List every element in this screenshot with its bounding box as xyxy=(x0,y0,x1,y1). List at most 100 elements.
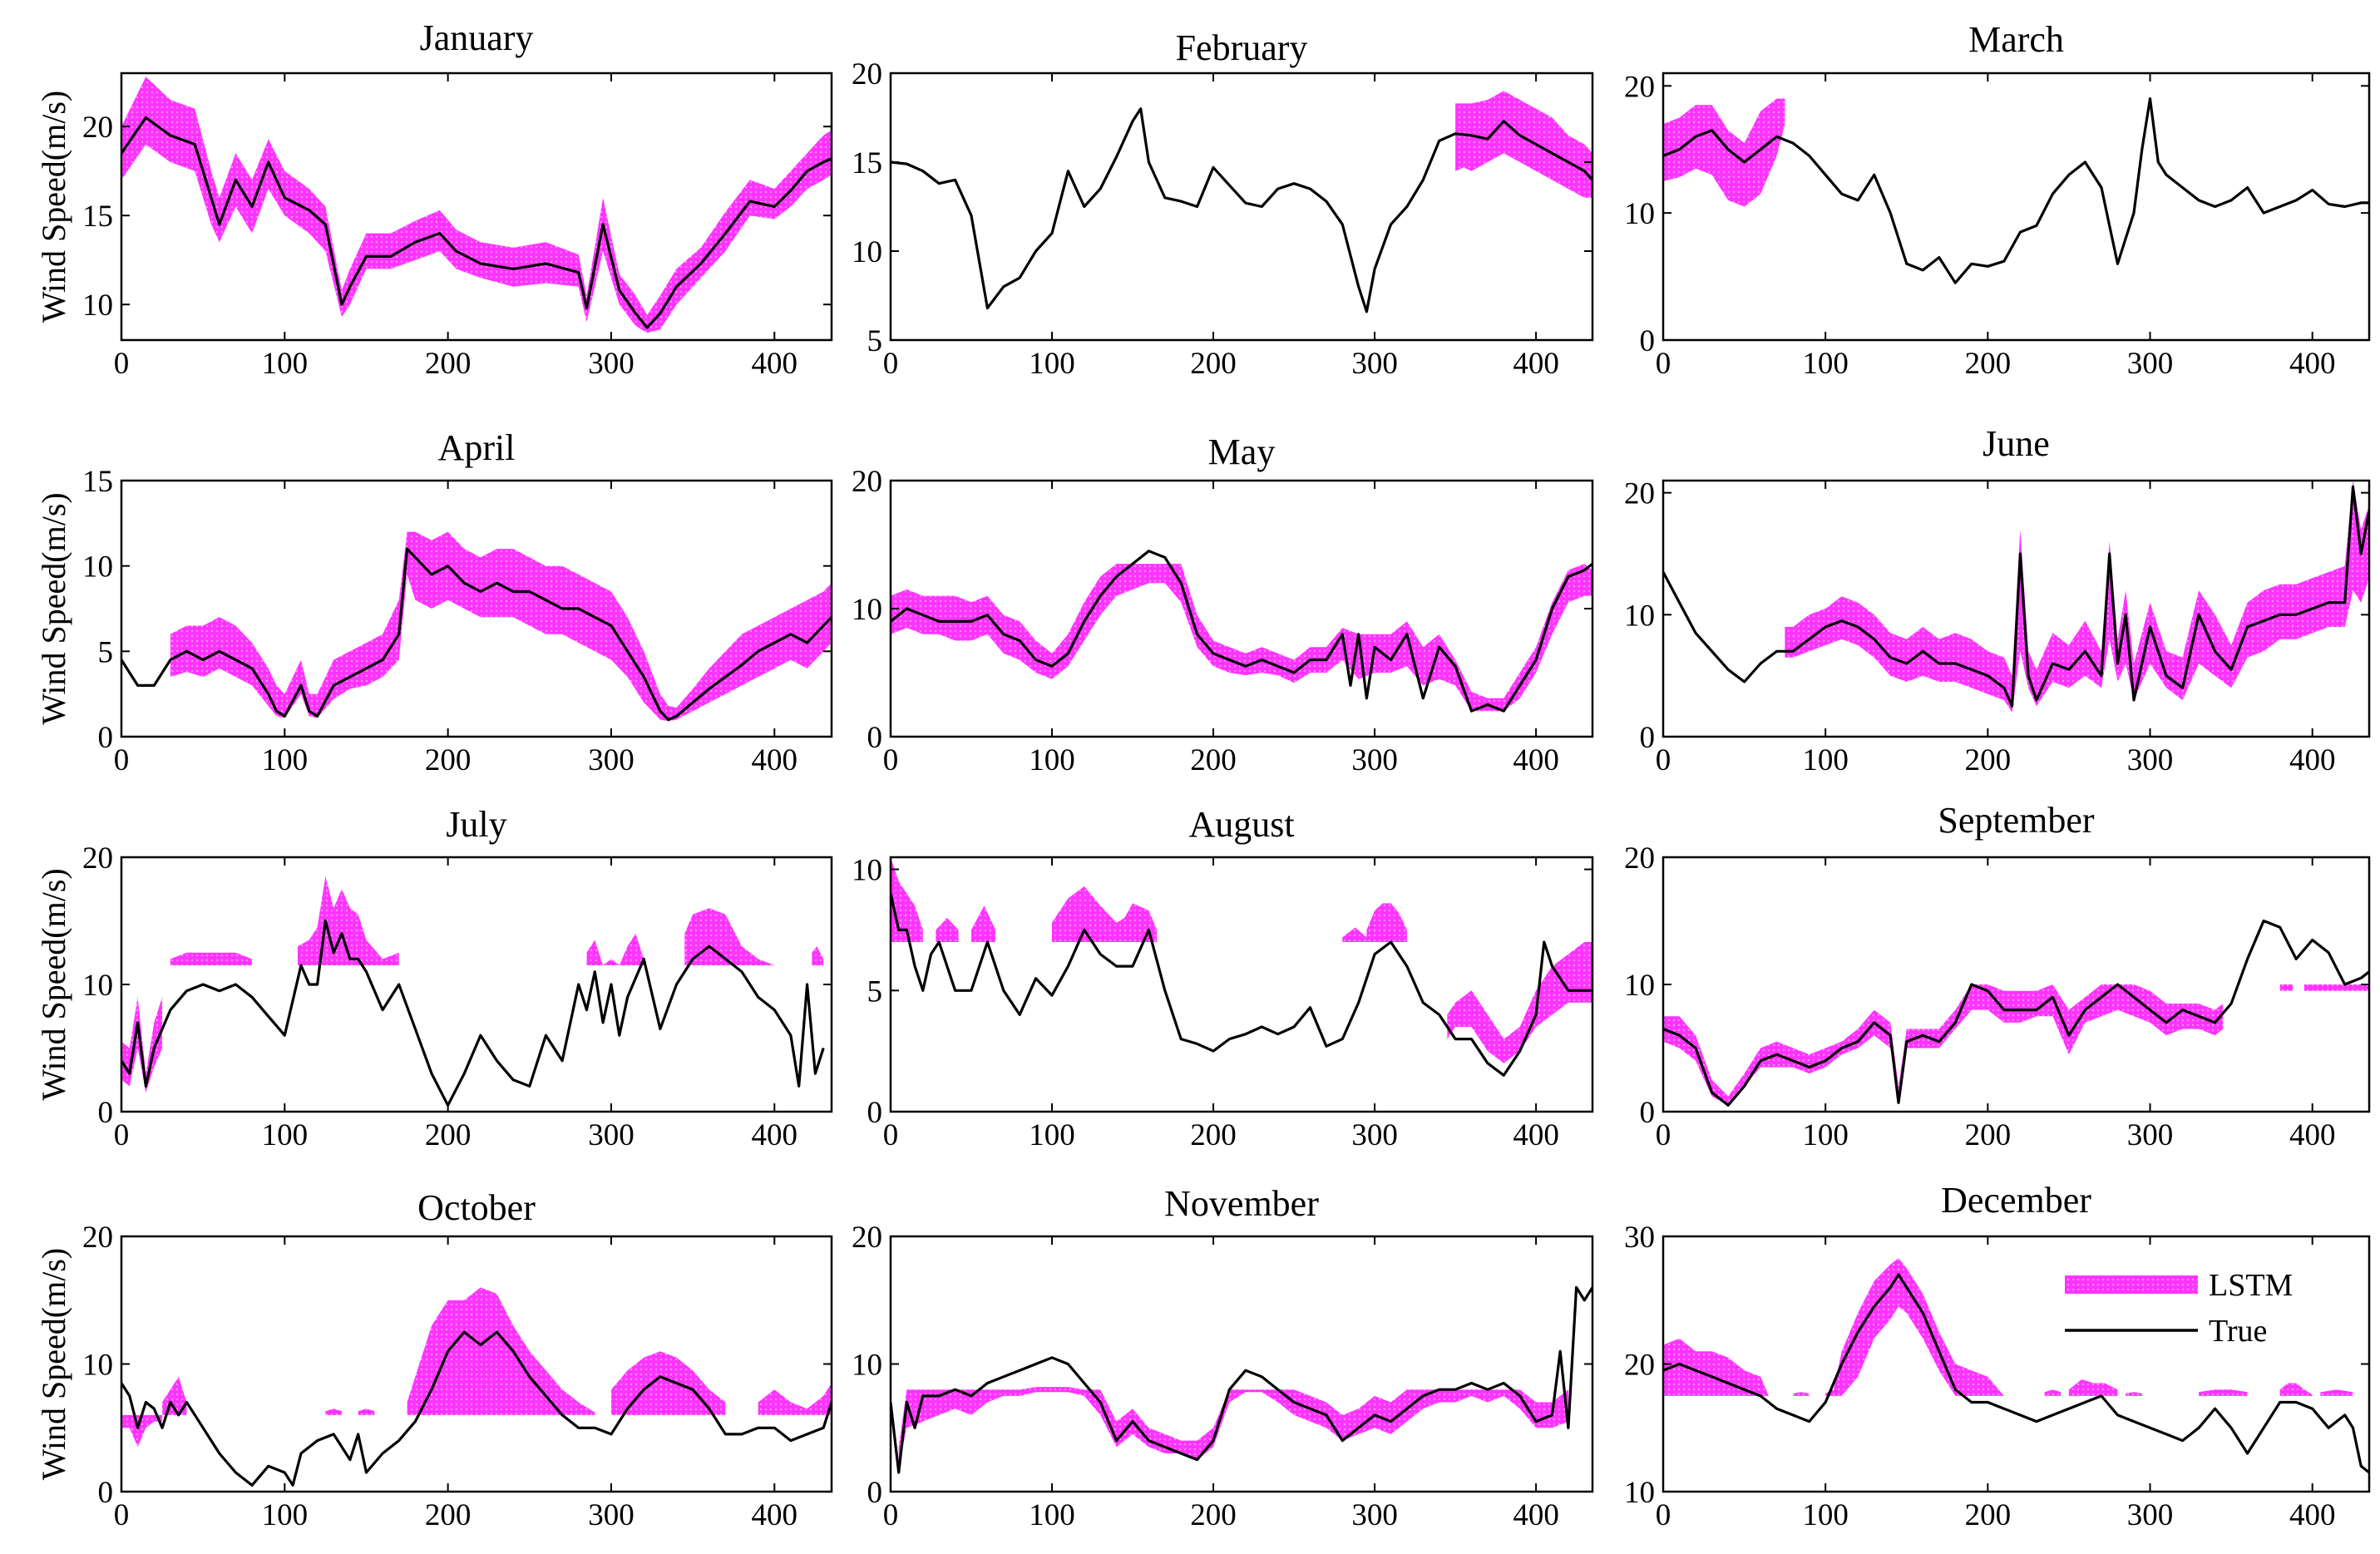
lstm-band-august-1 xyxy=(936,917,959,942)
lstm-band-july-4 xyxy=(684,908,775,965)
y-tick-label: 20 xyxy=(82,841,113,876)
panel-title-august: August xyxy=(1188,804,1294,845)
lstm-band-august-6 xyxy=(1447,942,1592,1063)
true-line-november xyxy=(891,1285,1592,1474)
lstm-band-october-3 xyxy=(358,1408,375,1415)
y-tick-label: 5 xyxy=(98,635,114,669)
lstm-band-december-8 xyxy=(2320,1389,2353,1396)
x-tick-label: 400 xyxy=(1513,347,1559,381)
y-axis-label-january: Wind Speed(m/s) xyxy=(35,91,72,323)
x-tick-label: 200 xyxy=(1965,743,2012,777)
x-tick-label: 400 xyxy=(2289,1118,2336,1152)
x-tick-label: 200 xyxy=(425,1498,472,1532)
y-axis-label-october: Wind Speed(m/s) xyxy=(35,1248,72,1480)
x-tick-label: 100 xyxy=(262,1498,309,1532)
lstm-band-august-2 xyxy=(971,905,996,942)
true-line-july xyxy=(121,919,825,1107)
y-tick-label: 0 xyxy=(867,1476,883,1510)
y-tick-label: 5 xyxy=(867,324,883,358)
lstm-band-november-0 xyxy=(898,1387,1568,1467)
true-line-september xyxy=(1663,919,2369,1107)
panel-december-marks xyxy=(1663,1258,2369,1474)
x-tick-label: 200 xyxy=(1190,347,1237,381)
y-tick-label: 20 xyxy=(1624,70,1655,104)
y-tick-label: 0 xyxy=(98,1476,114,1510)
x-tick-label: 200 xyxy=(1190,1498,1237,1532)
y-tick-label: 15 xyxy=(82,465,113,499)
lstm-band-august-4 xyxy=(1342,927,1367,942)
x-tick-label: 100 xyxy=(1802,1498,1849,1532)
panel-january-marks xyxy=(121,76,832,333)
y-tick-label: 20 xyxy=(852,1221,882,1255)
x-tick-label: 0 xyxy=(1656,1498,1671,1532)
panel-title-may: May xyxy=(1208,432,1276,472)
x-tick-label: 200 xyxy=(1190,1118,1237,1152)
y-tick-label: 10 xyxy=(1624,1476,1655,1510)
lstm-band-december-4 xyxy=(2068,1379,2118,1396)
x-tick-label: 300 xyxy=(2127,743,2174,777)
true-line-march xyxy=(1663,96,2369,284)
y-tick-label: 10 xyxy=(82,289,113,323)
x-tick-label: 0 xyxy=(1656,743,1671,777)
x-tick-label: 300 xyxy=(1351,347,1398,381)
x-tick-label: 100 xyxy=(1029,1498,1075,1532)
x-tick-label: 0 xyxy=(114,743,130,777)
x-tick-label: 400 xyxy=(2289,743,2336,777)
y-tick-label: 10 xyxy=(82,969,113,1003)
true-line-february xyxy=(891,107,1592,313)
lstm-band-june-0 xyxy=(1785,481,2369,713)
true-line-august xyxy=(891,893,1592,1077)
x-tick-label: 200 xyxy=(425,743,472,777)
axes-frame-september xyxy=(1662,856,2371,1113)
axes-frame-february xyxy=(889,72,1594,342)
lstm-band-february-0 xyxy=(1455,91,1592,198)
lstm-band-october-4 xyxy=(407,1287,595,1415)
lstm-band-july-3 xyxy=(586,933,644,965)
panel-june-marks xyxy=(1663,481,2369,713)
x-tick-label: 300 xyxy=(1351,1118,1398,1152)
x-tick-label: 400 xyxy=(1513,1118,1559,1152)
true-line-december xyxy=(1663,1273,2369,1474)
axes-frame-november xyxy=(889,1235,1594,1493)
y-tick-label: 30 xyxy=(1624,1221,1655,1255)
y-tick-label: 10 xyxy=(82,1349,113,1383)
y-tick-label: 20 xyxy=(1624,477,1655,511)
panel-june: 0 100 200 300 400 0 10 20 June xyxy=(1624,423,2371,777)
lstm-band-december-5 xyxy=(2126,1392,2142,1396)
panel-title-july: July xyxy=(446,804,506,845)
y-tick-label: 0 xyxy=(1640,721,1656,755)
panel-september-marks xyxy=(1663,919,2369,1107)
panel-title-june: June xyxy=(1983,423,2050,464)
panel-october-marks xyxy=(121,1287,832,1487)
panel-february-marks xyxy=(891,91,1592,313)
x-tick-label: 400 xyxy=(752,1118,798,1152)
y-tick-label: 0 xyxy=(1640,324,1656,358)
y-tick-label: 10 xyxy=(82,550,113,585)
x-tick-label: 200 xyxy=(1190,743,1237,777)
panel-august-marks xyxy=(891,857,1592,1077)
x-tick-label: 100 xyxy=(262,347,309,381)
true-line-october xyxy=(121,1330,832,1487)
x-tick-label: 300 xyxy=(588,347,635,381)
x-tick-label: 200 xyxy=(425,347,472,381)
y-tick-label: 10 xyxy=(852,1349,882,1383)
x-tick-label: 400 xyxy=(752,743,798,777)
panel-title-february: February xyxy=(1176,27,1308,68)
panel-july: 0 100 200 300 400 0 10 20 July Wind Speed(m/s) xyxy=(35,804,833,1152)
lstm-band-august-3 xyxy=(1052,886,1158,942)
y-tick-label: 10 xyxy=(852,854,882,888)
y-tick-label: 20 xyxy=(1624,841,1655,876)
x-tick-label: 100 xyxy=(1802,743,1849,777)
true-line-january xyxy=(121,116,832,329)
axes-frame-june xyxy=(1662,479,2371,738)
true-line-june xyxy=(1663,485,2369,708)
x-tick-label: 300 xyxy=(2127,1498,2174,1532)
panel-may-marks xyxy=(891,550,1592,713)
lstm-band-july-1 xyxy=(170,952,253,965)
x-tick-label: 300 xyxy=(2127,347,2174,381)
y-tick-label: 0 xyxy=(1640,1096,1656,1130)
legend: LSTM True xyxy=(2065,1268,2293,1349)
x-tick-label: 0 xyxy=(114,1498,130,1532)
y-tick-label: 10 xyxy=(852,593,882,627)
